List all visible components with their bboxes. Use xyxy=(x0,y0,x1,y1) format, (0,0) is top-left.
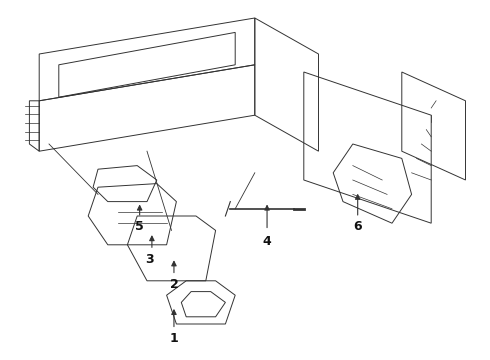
Text: 5: 5 xyxy=(135,220,144,233)
Text: 1: 1 xyxy=(170,332,178,345)
Text: 4: 4 xyxy=(263,235,271,248)
Text: 3: 3 xyxy=(145,253,154,266)
Text: 2: 2 xyxy=(170,278,178,291)
Text: 6: 6 xyxy=(353,220,362,233)
